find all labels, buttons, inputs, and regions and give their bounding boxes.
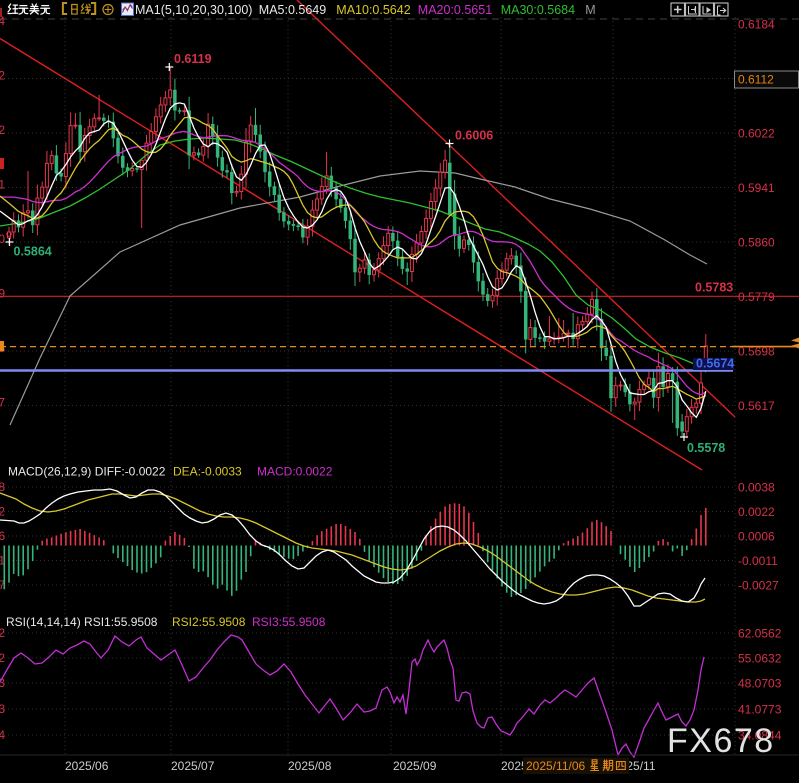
svg-text:34.0844: 34.0844 [738,729,782,743]
svg-text:2025/07: 2025/07 [171,759,215,773]
svg-text:-0.0027: -0.0027 [0,578,5,592]
svg-text:0.5941: 0.5941 [738,181,775,195]
svg-text:-0.0011: -0.0011 [0,554,5,568]
svg-text:0.5617: 0.5617 [0,396,5,410]
svg-text:DEA:-0.0033: DEA:-0.0033 [173,465,242,479]
svg-text:-0.0027: -0.0027 [738,579,779,593]
svg-text:MA5:0.5649: MA5:0.5649 [259,3,326,17]
svg-text:M: M [585,3,595,17]
svg-text:0.5698: 0.5698 [738,345,775,359]
svg-text:RSI2:55.9508: RSI2:55.9508 [172,615,246,629]
svg-text:2025/11/06: 2025/11/06 [526,759,585,773]
svg-text:0.5578: 0.5578 [687,441,725,455]
svg-text:0.6119: 0.6119 [174,52,212,66]
svg-text:0.6112: 0.6112 [0,69,5,83]
svg-text:0.0006: 0.0006 [0,529,5,543]
svg-text:0.5779: 0.5779 [738,290,775,304]
svg-text:41.0773: 41.0773 [738,703,782,717]
svg-text:41.0773: 41.0773 [0,702,5,716]
svg-text:0.0038: 0.0038 [738,481,775,495]
svg-text:2025/09: 2025/09 [393,759,437,773]
svg-text:0.0038: 0.0038 [0,480,5,494]
svg-text:48.0703: 48.0703 [0,676,5,690]
svg-text:2025/08: 2025/08 [288,759,332,773]
svg-text:0.5864: 0.5864 [14,245,52,259]
svg-text:0.6022: 0.6022 [0,123,5,137]
svg-text:0.6022: 0.6022 [738,127,775,141]
svg-text:0.5674: 0.5674 [696,357,734,371]
svg-text:FX678: FX678 [667,722,775,760]
svg-text:MACD(26,12,9) DIFF:-0.0022: MACD(26,12,9) DIFF:-0.0022 [8,465,166,479]
svg-text:2025/06: 2025/06 [65,759,109,773]
svg-text:0.6184: 0.6184 [0,14,5,28]
svg-text:0.6112: 0.6112 [738,73,774,87]
svg-text:34.0844: 34.0844 [0,728,5,742]
svg-text:55.0632: 55.0632 [738,652,782,666]
svg-text:62.0562: 62.0562 [738,627,782,641]
svg-text:48.0703: 48.0703 [738,677,782,691]
svg-text:0.0006: 0.0006 [738,530,775,544]
svg-text:55.0632: 55.0632 [0,651,5,665]
svg-text:0.5860: 0.5860 [0,232,5,246]
svg-text:0.5783: 0.5783 [695,281,733,295]
svg-text:0.6184: 0.6184 [738,18,775,32]
svg-text:MA1(5,10,20,30,100): MA1(5,10,20,30,100) [135,3,252,17]
svg-text:MA30:0.5684: MA30:0.5684 [501,3,575,17]
svg-text:0.0022: 0.0022 [0,505,5,519]
svg-text:MACD:0.0022: MACD:0.0022 [257,465,333,479]
svg-text:RSI(14,14,14) RSI1:55.9508: RSI(14,14,14) RSI1:55.9508 [6,615,158,629]
svg-text:0.6006: 0.6006 [455,129,493,143]
svg-text:0.0022: 0.0022 [738,505,775,519]
svg-text:RSI3:55.9508: RSI3:55.9508 [252,615,326,629]
svg-text:MA20:0.5651: MA20:0.5651 [418,3,492,17]
svg-text:0.5941: 0.5941 [0,178,5,192]
svg-text:62.0562: 62.0562 [0,626,5,640]
svg-text:0.5860: 0.5860 [738,236,775,250]
svg-text:0.5779: 0.5779 [0,287,5,301]
svg-text:MA10:0.5642: MA10:0.5642 [336,3,410,17]
svg-text:0.5617: 0.5617 [738,399,775,413]
svg-text:-0.0011: -0.0011 [738,554,778,568]
